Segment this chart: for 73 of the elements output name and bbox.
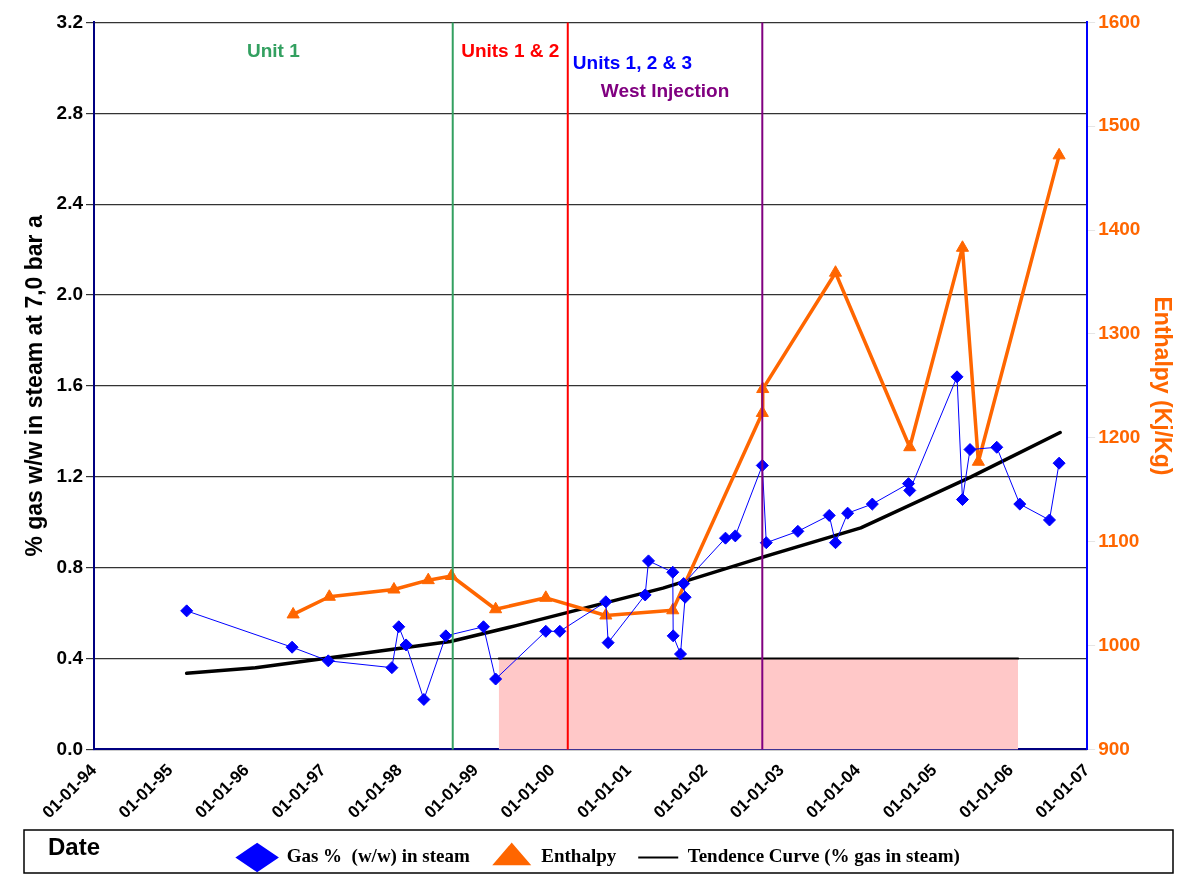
y-tick-label: 2.8 [56, 101, 84, 123]
legend-label: Gas % (w/w) in steam [286, 845, 470, 868]
point [476, 620, 490, 634]
point [180, 604, 194, 618]
point [601, 636, 615, 650]
point [963, 443, 977, 457]
y-axis-title: % gas w/w in steam at 7,0 bar a [21, 215, 48, 557]
point [828, 265, 843, 277]
point [489, 601, 503, 614]
point [1042, 513, 1056, 527]
point [1052, 147, 1066, 160]
point [666, 565, 680, 579]
y2-tick-label: 1500 [1098, 114, 1141, 136]
y2-tick-label: 1200 [1098, 426, 1141, 448]
point [638, 588, 652, 602]
point [539, 590, 553, 602]
point [718, 531, 732, 545]
point [285, 640, 299, 654]
y-tick-label: 1.6 [56, 374, 84, 396]
y2-tick-label: 1000 [1098, 633, 1141, 655]
point [392, 620, 406, 634]
point [822, 508, 836, 522]
y2-tick-label: 900 [1098, 737, 1130, 759]
y2-tick-label: 1100 [1098, 529, 1140, 551]
y2-tick-label: 1400 [1098, 218, 1141, 240]
ref-line-label: Unit 1 [246, 40, 301, 62]
y2-tick-label: 1600 [1098, 10, 1141, 32]
ref-line-label: Units 1 & 2 [461, 40, 560, 62]
y-tick-label: 1.2 [56, 465, 84, 487]
point [728, 529, 742, 543]
y2-tick-label: 1300 [1098, 322, 1141, 344]
point [791, 524, 805, 538]
point [553, 624, 567, 638]
x-axis-title: Date [48, 832, 101, 860]
y2-axis-title: Enthalpy (Kj/Kg) [1149, 296, 1176, 476]
point [322, 589, 336, 601]
point [903, 439, 917, 452]
point [599, 595, 613, 609]
point [539, 624, 553, 638]
point [841, 506, 855, 520]
legend-label: Enthalpy [541, 845, 617, 867]
point [1013, 497, 1027, 511]
point [387, 582, 401, 594]
y-tick-label: 2.0 [56, 283, 84, 305]
point [971, 454, 985, 466]
y-tick-label: 2.4 [56, 192, 84, 214]
point [321, 654, 335, 668]
y-tick-label: 3.2 [56, 10, 84, 32]
ref-line-label: West Injection [600, 80, 730, 102]
point [865, 497, 879, 511]
y-tick-label: 0.8 [56, 555, 84, 577]
point [955, 240, 970, 252]
point [399, 638, 413, 652]
point [666, 629, 680, 643]
annotation: Units 1, 2 & 3 [572, 51, 693, 73]
point [439, 629, 453, 643]
point [417, 692, 431, 706]
point [421, 572, 435, 585]
point [677, 577, 691, 591]
point [950, 370, 964, 384]
point [678, 590, 692, 604]
point [955, 493, 969, 507]
point [385, 661, 399, 675]
point [674, 647, 688, 661]
point [1052, 456, 1066, 470]
point [829, 536, 843, 550]
y-tick-label: 0.4 [56, 646, 84, 668]
point [489, 672, 503, 686]
point [990, 440, 1004, 454]
legend-label: Tendence Curve (% gas in steam) [687, 845, 960, 868]
point [642, 554, 656, 568]
y-tick-label: 0.0 [56, 737, 84, 759]
point [286, 606, 300, 619]
